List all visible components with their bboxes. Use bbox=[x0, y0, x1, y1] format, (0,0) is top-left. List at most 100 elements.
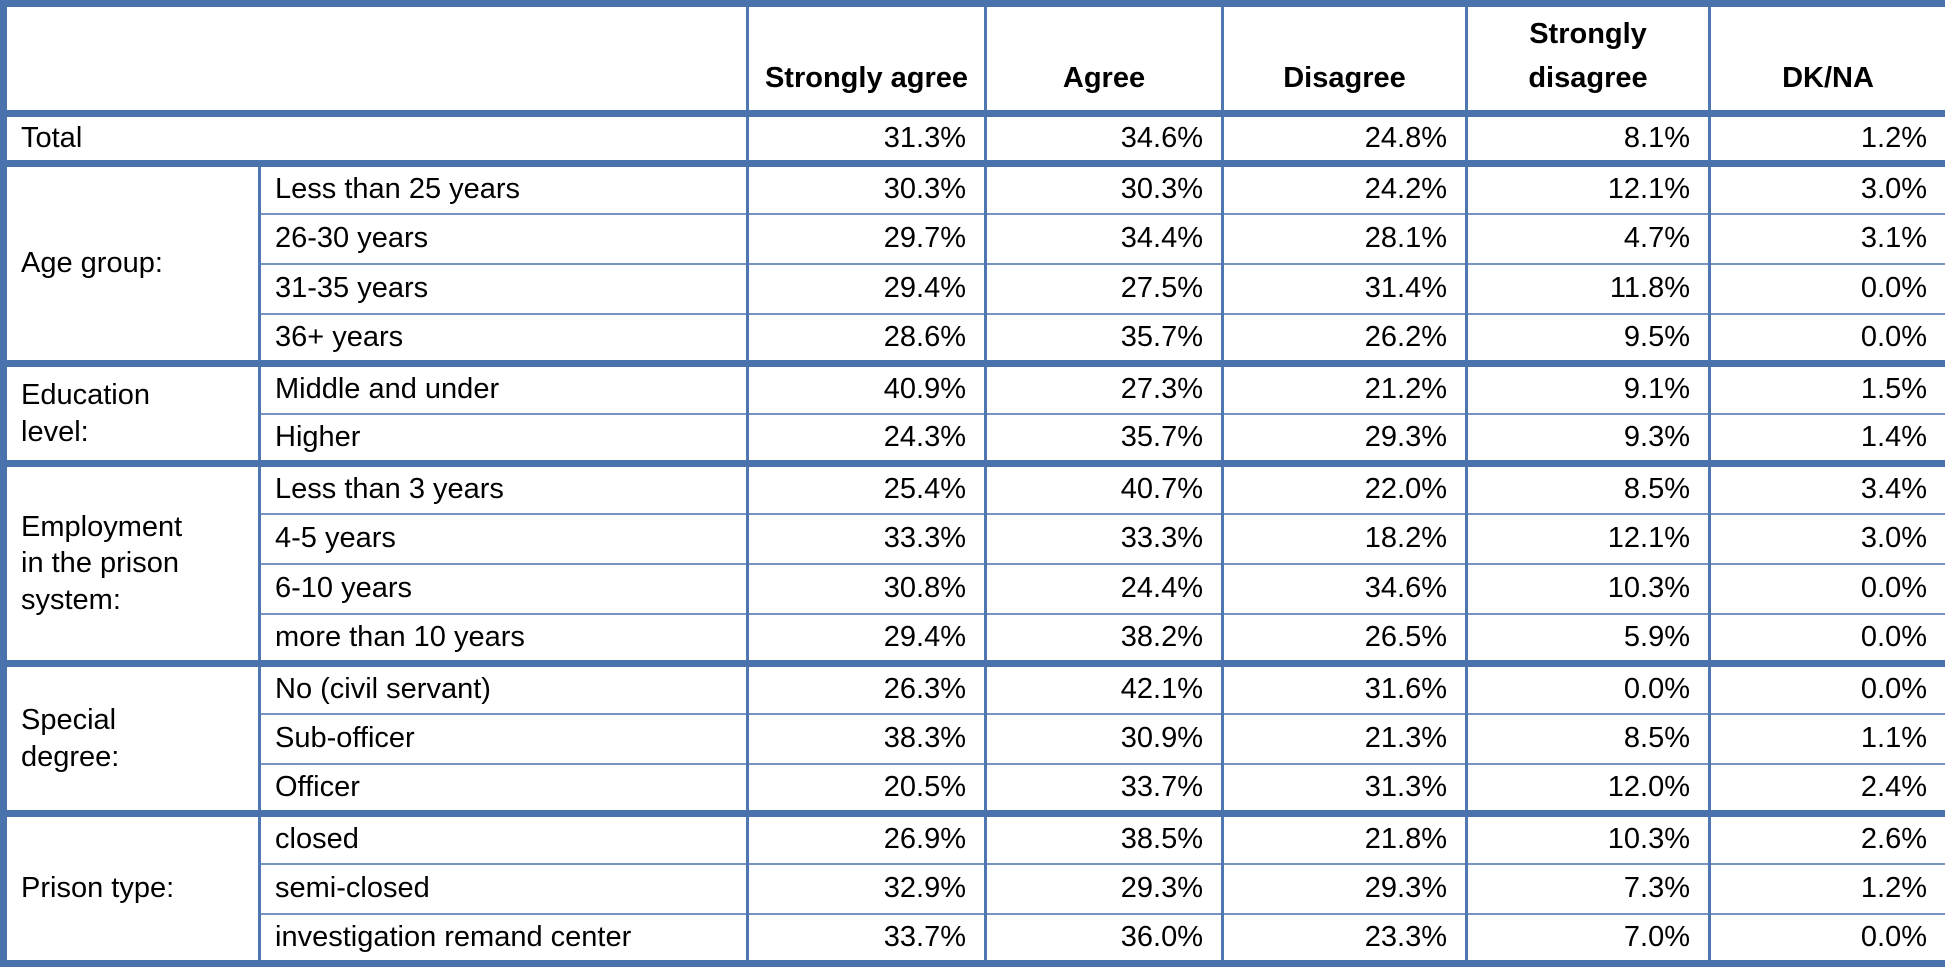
corner-cell bbox=[4, 4, 748, 114]
value-cell: 1.4% bbox=[1710, 414, 1945, 464]
value-cell: 33.7% bbox=[748, 914, 986, 964]
value-cell: 31.4% bbox=[1223, 264, 1467, 314]
value-cell: 8.5% bbox=[1467, 714, 1710, 764]
value-cell: 27.5% bbox=[986, 264, 1223, 314]
value-cell: 0.0% bbox=[1710, 264, 1945, 314]
row-label-cell: 4-5 years bbox=[260, 514, 748, 564]
table-row: Special degree:No (civil servant)26.3%42… bbox=[4, 664, 1945, 714]
row-label-cell: No (civil servant) bbox=[260, 664, 748, 714]
value-cell: 1.2% bbox=[1710, 114, 1945, 164]
value-cell: 3.0% bbox=[1710, 514, 1945, 564]
group-label-cell: Education level: bbox=[4, 364, 260, 464]
value-cell: 30.3% bbox=[986, 164, 1223, 214]
value-cell: 10.3% bbox=[1467, 564, 1710, 614]
column-header-strongly-disagree: Strongly disagree bbox=[1467, 4, 1710, 114]
value-cell: 29.4% bbox=[748, 614, 986, 664]
value-cell: 32.9% bbox=[748, 864, 986, 914]
value-cell: 10.3% bbox=[1467, 814, 1710, 864]
value-cell: 18.2% bbox=[1223, 514, 1467, 564]
value-cell: 0.0% bbox=[1710, 664, 1945, 714]
row-label-cell: Total bbox=[4, 114, 748, 164]
value-cell: 11.8% bbox=[1467, 264, 1710, 314]
value-cell: 26.2% bbox=[1223, 314, 1467, 364]
value-cell: 0.0% bbox=[1467, 664, 1710, 714]
value-cell: 12.0% bbox=[1467, 764, 1710, 814]
column-header-dk-na: DK/NA bbox=[1710, 4, 1945, 114]
row-label-cell: Sub-officer bbox=[260, 714, 748, 764]
value-cell: 0.0% bbox=[1710, 314, 1945, 364]
value-cell: 7.3% bbox=[1467, 864, 1710, 914]
value-cell: 34.6% bbox=[1223, 564, 1467, 614]
value-cell: 24.4% bbox=[986, 564, 1223, 614]
row-label-cell: 6-10 years bbox=[260, 564, 748, 614]
row-label-cell: more than 10 years bbox=[260, 614, 748, 664]
value-cell: 29.3% bbox=[986, 864, 1223, 914]
value-cell: 21.8% bbox=[1223, 814, 1467, 864]
value-cell: 28.6% bbox=[748, 314, 986, 364]
page: Strongly agree Agree Disagree Strongly d… bbox=[0, 0, 1945, 942]
value-cell: 0.0% bbox=[1710, 914, 1945, 964]
row-label-cell: closed bbox=[260, 814, 748, 864]
value-cell: 38.3% bbox=[748, 714, 986, 764]
value-cell: 33.7% bbox=[986, 764, 1223, 814]
row-label-cell: 31-35 years bbox=[260, 264, 748, 314]
row-label-cell: 26-30 years bbox=[260, 214, 748, 264]
row-label-cell: 36+ years bbox=[260, 314, 748, 364]
value-cell: 12.1% bbox=[1467, 164, 1710, 214]
row-label-cell: Less than 25 years bbox=[260, 164, 748, 214]
value-cell: 25.4% bbox=[748, 464, 986, 514]
column-header-strongly-agree: Strongly agree bbox=[748, 4, 986, 114]
value-cell: 1.2% bbox=[1710, 864, 1945, 914]
value-cell: 8.1% bbox=[1467, 114, 1710, 164]
group-label-cell: Special degree: bbox=[4, 664, 260, 814]
value-cell: 35.7% bbox=[986, 314, 1223, 364]
row-label-cell: Middle and under bbox=[260, 364, 748, 414]
value-cell: 20.5% bbox=[748, 764, 986, 814]
value-cell: 30.9% bbox=[986, 714, 1223, 764]
header-row: Strongly agree Agree Disagree Strongly d… bbox=[4, 4, 1945, 114]
value-cell: 23.3% bbox=[1223, 914, 1467, 964]
value-cell: 8.5% bbox=[1467, 464, 1710, 514]
column-header-disagree: Disagree bbox=[1223, 4, 1467, 114]
value-cell: 26.3% bbox=[748, 664, 986, 714]
value-cell: 31.6% bbox=[1223, 664, 1467, 714]
group-label-cell: Prison type: bbox=[4, 814, 260, 964]
value-cell: 24.2% bbox=[1223, 164, 1467, 214]
value-cell: 3.0% bbox=[1710, 164, 1945, 214]
row-label-cell: investigation remand center bbox=[260, 914, 748, 964]
table-row: Employment in the prison system:Less tha… bbox=[4, 464, 1945, 514]
value-cell: 33.3% bbox=[748, 514, 986, 564]
value-cell: 38.5% bbox=[986, 814, 1223, 864]
value-cell: 21.2% bbox=[1223, 364, 1467, 414]
value-cell: 0.0% bbox=[1710, 614, 1945, 664]
row-label-cell: Less than 3 years bbox=[260, 464, 748, 514]
row-label-cell: Higher bbox=[260, 414, 748, 464]
row-label-cell: Officer bbox=[260, 764, 748, 814]
value-cell: 30.3% bbox=[748, 164, 986, 214]
value-cell: 29.7% bbox=[748, 214, 986, 264]
value-cell: 24.8% bbox=[1223, 114, 1467, 164]
value-cell: 29.3% bbox=[1223, 864, 1467, 914]
value-cell: 29.4% bbox=[748, 264, 986, 314]
value-cell: 34.4% bbox=[986, 214, 1223, 264]
value-cell: 34.6% bbox=[986, 114, 1223, 164]
value-cell: 33.3% bbox=[986, 514, 1223, 564]
row-label-cell: semi-closed bbox=[260, 864, 748, 914]
value-cell: 12.1% bbox=[1467, 514, 1710, 564]
value-cell: 24.3% bbox=[748, 414, 986, 464]
value-cell: 27.3% bbox=[986, 364, 1223, 414]
value-cell: 35.7% bbox=[986, 414, 1223, 464]
value-cell: 4.7% bbox=[1467, 214, 1710, 264]
value-cell: 29.3% bbox=[1223, 414, 1467, 464]
value-cell: 9.1% bbox=[1467, 364, 1710, 414]
